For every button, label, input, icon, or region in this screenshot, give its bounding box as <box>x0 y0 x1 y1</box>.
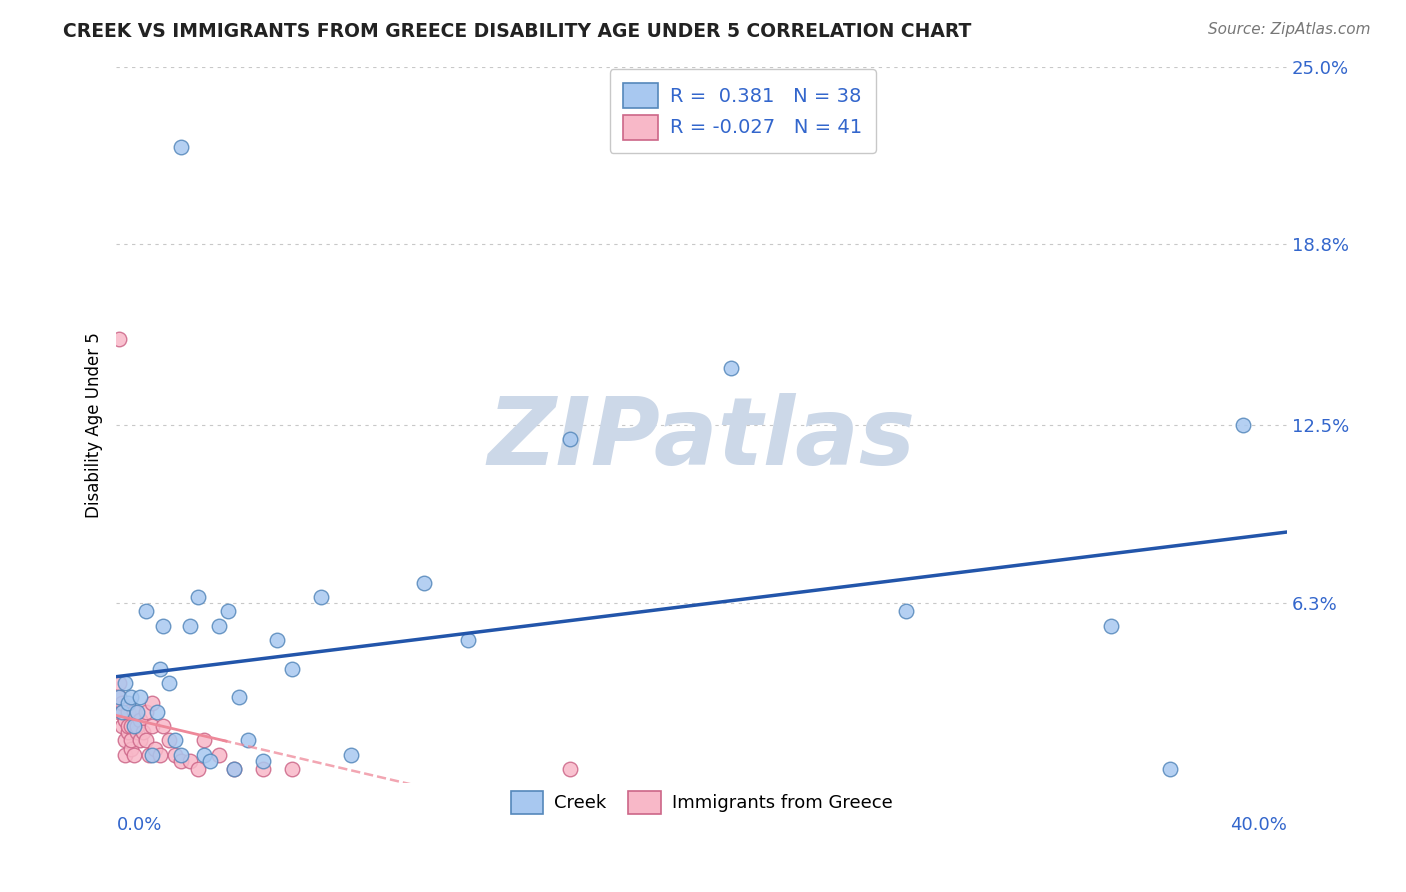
Point <box>157 676 180 690</box>
Point <box>187 762 209 776</box>
Point <box>111 696 134 710</box>
Point <box>114 714 136 728</box>
Text: CREEK VS IMMIGRANTS FROM GREECE DISABILITY AGE UNDER 5 CORRELATION CHART: CREEK VS IMMIGRANTS FROM GREECE DISABILI… <box>63 22 972 41</box>
Point <box>157 733 180 747</box>
Point <box>120 719 142 733</box>
Point <box>222 762 245 776</box>
Point <box>208 747 231 762</box>
Point <box>114 747 136 762</box>
Point <box>108 676 131 690</box>
Point <box>120 733 142 747</box>
Point <box>281 662 304 676</box>
Point <box>412 575 434 590</box>
Point <box>114 676 136 690</box>
Point <box>198 754 221 768</box>
Point <box>228 690 250 705</box>
Point <box>558 762 581 776</box>
Point <box>135 604 157 618</box>
Point <box>720 360 742 375</box>
Point <box>143 742 166 756</box>
Point <box>266 633 288 648</box>
Point <box>141 747 163 762</box>
Text: 40.0%: 40.0% <box>1230 816 1286 834</box>
Point <box>193 733 215 747</box>
Point <box>217 604 239 618</box>
Point <box>132 724 155 739</box>
Point <box>1232 418 1254 433</box>
Point <box>108 690 131 705</box>
Point <box>122 747 145 762</box>
Point <box>163 733 186 747</box>
Point <box>117 705 139 719</box>
Point <box>122 719 145 733</box>
Point <box>179 754 201 768</box>
Point <box>125 705 148 719</box>
Point <box>1099 619 1122 633</box>
Text: 0.0%: 0.0% <box>117 816 162 834</box>
Point <box>135 733 157 747</box>
Point <box>149 747 172 762</box>
Point <box>120 742 142 756</box>
Point <box>129 690 152 705</box>
Point <box>125 724 148 739</box>
Point <box>152 719 174 733</box>
Point <box>311 590 333 604</box>
Point <box>146 705 169 719</box>
Point <box>457 633 479 648</box>
Point <box>111 705 134 719</box>
Point <box>252 754 274 768</box>
Text: ZIPatlas: ZIPatlas <box>488 393 915 485</box>
Point <box>170 140 193 154</box>
Point <box>339 747 361 762</box>
Point <box>236 733 259 747</box>
Point <box>108 690 131 705</box>
Point <box>152 619 174 633</box>
Legend: Creek, Immigrants from Greece: Creek, Immigrants from Greece <box>501 780 903 824</box>
Point <box>208 619 231 633</box>
Point <box>170 754 193 768</box>
Point <box>129 714 152 728</box>
Point <box>1159 762 1181 776</box>
Point <box>138 747 160 762</box>
Point <box>117 719 139 733</box>
Point <box>252 762 274 776</box>
Point <box>179 619 201 633</box>
Point <box>117 696 139 710</box>
Point <box>111 719 134 733</box>
Point <box>163 747 186 762</box>
Point <box>141 719 163 733</box>
Point <box>114 733 136 747</box>
Point <box>129 733 152 747</box>
Point <box>187 590 209 604</box>
Point <box>111 705 134 719</box>
Point <box>149 662 172 676</box>
Y-axis label: Disability Age Under 5: Disability Age Under 5 <box>86 332 103 518</box>
Point <box>125 719 148 733</box>
Point <box>141 696 163 710</box>
Point <box>122 705 145 719</box>
Point <box>108 332 131 346</box>
Text: Source: ZipAtlas.com: Source: ZipAtlas.com <box>1208 22 1371 37</box>
Point <box>135 705 157 719</box>
Point <box>281 762 304 776</box>
Point <box>558 433 581 447</box>
Point <box>896 604 918 618</box>
Point <box>222 762 245 776</box>
Point <box>193 747 215 762</box>
Point <box>120 690 142 705</box>
Point <box>117 724 139 739</box>
Point <box>170 747 193 762</box>
Point <box>108 705 131 719</box>
